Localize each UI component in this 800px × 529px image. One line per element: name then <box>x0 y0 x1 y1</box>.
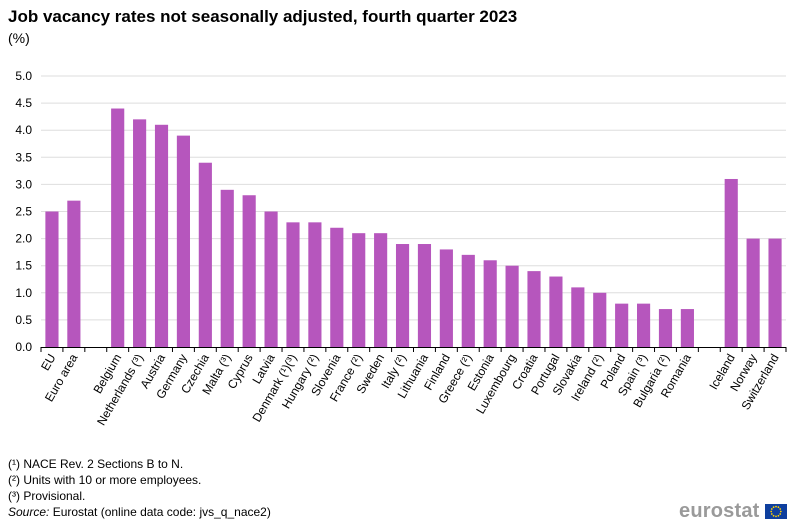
bar <box>571 287 585 347</box>
eurostat-logo: eurostat <box>679 500 787 523</box>
footnote-3: (³) Provisional. <box>8 489 86 503</box>
bar <box>330 227 344 347</box>
bar <box>220 189 234 347</box>
y-tick-label: 4.0 <box>15 123 32 137</box>
bar <box>724 178 738 347</box>
y-tick-label: 4.5 <box>15 96 32 110</box>
y-tick-label: 2.0 <box>15 232 32 246</box>
bar <box>176 135 190 347</box>
y-tick-label: 2.5 <box>15 205 32 219</box>
footnotes: (¹) NACE Rev. 2 Sections B to N. (²) Uni… <box>8 456 271 520</box>
bar <box>680 309 694 347</box>
bar <box>308 222 322 347</box>
y-tick-label: 3.0 <box>15 177 32 191</box>
bar <box>45 211 59 347</box>
bar <box>658 309 673 347</box>
logo-text: eurostat <box>679 500 760 522</box>
bar <box>417 244 432 347</box>
bar <box>593 292 607 347</box>
source-text: Eurostat (online data code: jvs_q_nace2) <box>49 505 271 519</box>
bar <box>439 249 453 347</box>
y-tick-label: 5.0 <box>15 69 32 83</box>
bar <box>395 244 410 347</box>
bar <box>637 303 651 347</box>
source-label: Source: <box>8 505 50 519</box>
bar <box>549 276 563 347</box>
bar <box>527 271 541 347</box>
y-tick-label: 1.0 <box>15 286 32 300</box>
bar <box>461 254 475 347</box>
bar <box>768 238 782 347</box>
bar <box>111 108 125 348</box>
chart-unit: (%) <box>8 30 30 46</box>
y-tick-label: 0.5 <box>15 313 32 327</box>
footnote-2: (²) Units with 10 or more employees. <box>8 473 202 487</box>
y-tick-label: 1.5 <box>15 259 32 273</box>
eu-flag-icon <box>764 504 787 519</box>
bar <box>67 200 81 347</box>
bar <box>483 260 497 347</box>
bar-chart: 0.00.51.01.52.02.53.03.54.04.55.0EUEuro … <box>15 69 787 428</box>
bar <box>286 222 300 347</box>
bar <box>264 211 278 347</box>
bar <box>615 303 629 347</box>
bar <box>746 238 760 347</box>
y-tick-label: 3.5 <box>15 150 32 164</box>
bar <box>133 119 147 347</box>
bar <box>154 124 169 347</box>
bar <box>505 265 519 347</box>
bar <box>374 233 388 347</box>
bar <box>198 162 212 347</box>
bar <box>352 233 366 347</box>
x-tick-label: EU <box>38 352 58 373</box>
bar <box>242 195 256 347</box>
y-tick-label: 0.0 <box>15 340 32 354</box>
source-line: Source: Eurostat (online data code: jvs_… <box>8 504 271 520</box>
footnote-1: (¹) NACE Rev. 2 Sections B to N. <box>8 457 184 471</box>
chart-title: Job vacancy rates not seasonally adjuste… <box>8 7 518 26</box>
